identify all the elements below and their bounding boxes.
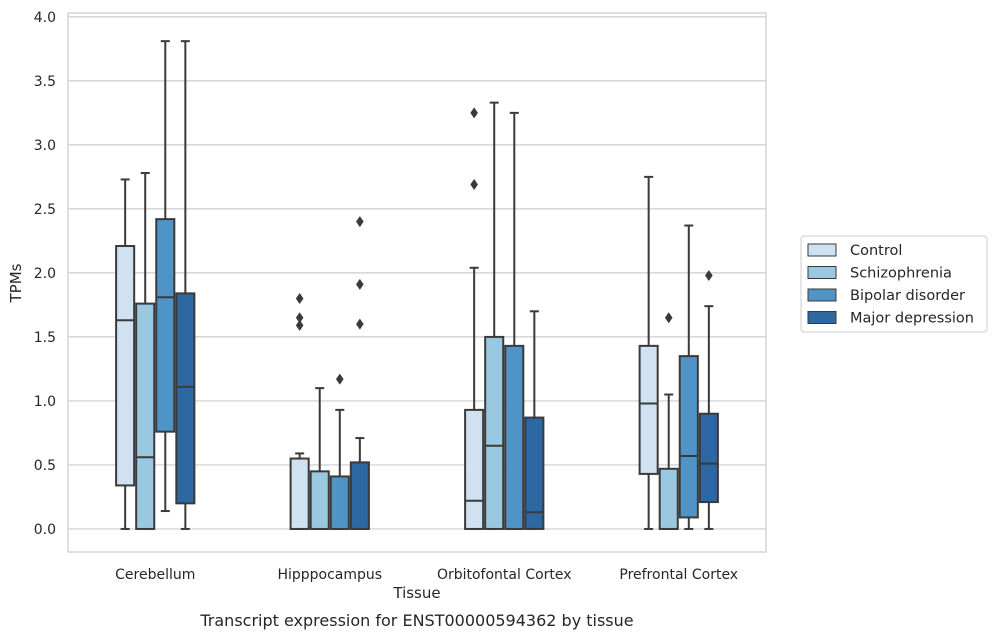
box-iqr	[504, 344, 525, 530]
box-series	[115, 40, 719, 530]
box-iqr	[309, 470, 330, 530]
box-major-depression	[524, 310, 545, 530]
box-bipolar-disorder	[504, 111, 525, 530]
box-control	[638, 175, 659, 530]
y-tick-label: 3.0	[34, 138, 56, 154]
box-iqr	[175, 292, 196, 505]
legend-frame	[800, 235, 988, 333]
box-iqr	[658, 467, 679, 530]
box-iqr	[329, 475, 350, 530]
y-tick-label: 3.5	[34, 74, 56, 90]
box-major-depression	[698, 269, 719, 530]
box-bipolar-disorder	[155, 40, 176, 513]
box-bipolar-disorder	[678, 224, 699, 530]
outlier-point	[335, 373, 344, 385]
outlier-point	[356, 318, 364, 330]
x-tick-label: Cerebellum	[115, 567, 195, 583]
box-control	[115, 178, 136, 530]
y-tick-label: 1.5	[34, 330, 56, 346]
y-tick-label: 1.0	[34, 394, 56, 410]
x-tick-labels: Cerebellum Hipppocampus Orbitofontal Corte…	[115, 567, 738, 583]
legend: Control Schizophrenia Bipolar disorder Majo…	[800, 235, 988, 333]
x-tick-label: Prefrontal Cortex	[619, 567, 738, 583]
x-axis-title: Tissue	[392, 584, 440, 602]
outlier-point	[470, 107, 478, 119]
x-tick-label: Orbitofontal Cortex	[437, 567, 572, 583]
legend-swatch	[807, 288, 837, 302]
legend-label: Bipolar disorder	[850, 288, 965, 304]
y-tick-label: 0.0	[34, 522, 56, 538]
y-axis-title: TPMs	[7, 263, 25, 303]
box-major-depression	[349, 216, 370, 530]
box-schizophrenia	[135, 172, 156, 530]
legend-label: Schizophrenia	[850, 266, 952, 282]
y-tick-label: 2.0	[34, 266, 56, 282]
figure-caption: Transcript expression for ENST0000059436…	[199, 611, 633, 630]
legend-label: Major depression	[850, 311, 974, 327]
legend-swatch	[807, 266, 837, 279]
outlier-point	[470, 179, 478, 191]
y-tick-label: 0.5	[34, 458, 56, 474]
outlier-point	[295, 293, 304, 305]
box-control	[289, 293, 310, 530]
box-iqr	[155, 218, 176, 433]
outlier-point	[295, 319, 304, 331]
box-schizophrenia	[658, 312, 679, 530]
outlier-point	[356, 278, 364, 290]
outlier-point	[295, 312, 304, 324]
box-iqr	[484, 335, 505, 530]
box-iqr	[115, 245, 136, 487]
legend-swatch	[807, 243, 837, 257]
box-iqr	[135, 302, 156, 530]
box-iqr	[464, 408, 485, 530]
box-schizophrenia	[484, 101, 505, 530]
box-iqr	[524, 416, 545, 530]
y-tick-label: 2.5	[34, 202, 56, 218]
box-iqr	[698, 412, 719, 504]
box-bipolar-disorder	[329, 373, 350, 530]
box-control	[464, 107, 485, 530]
box-iqr	[289, 457, 310, 530]
plot-area-frame	[67, 12, 767, 553]
legend-label: Control	[850, 243, 902, 259]
box-major-depression	[175, 40, 196, 530]
legend-swatch	[807, 311, 837, 324]
x-tick-label: Hipppocampus	[277, 567, 382, 583]
y-tick-label: 4.0	[34, 10, 56, 26]
y-tick-labels: 0.0 0.5 1.0 1.5 2.0 2.5 3.0 3.5 4.0	[34, 10, 56, 538]
outlier-point	[356, 216, 364, 228]
box-iqr	[349, 461, 370, 530]
box-iqr	[678, 355, 699, 519]
outlier-point	[664, 312, 673, 324]
box-iqr	[638, 344, 659, 475]
box-schizophrenia	[309, 387, 330, 530]
outlier-point	[705, 269, 713, 281]
